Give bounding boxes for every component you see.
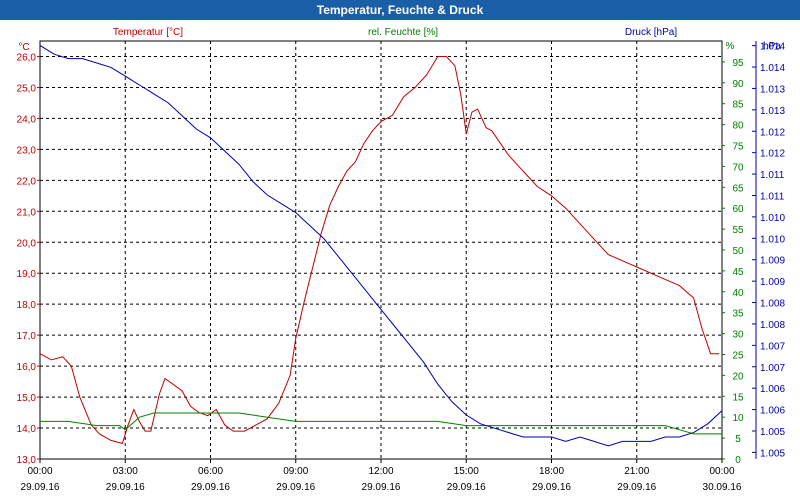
- hum-axis-label: rel. Feuchte [%]: [368, 27, 438, 38]
- press-tick-label: 1.011: [760, 191, 785, 202]
- x-tick-label-date: 29.09.16: [21, 482, 60, 493]
- temp-tick-label: 19,0: [17, 269, 37, 280]
- press-tick-label: 1.006: [760, 384, 785, 395]
- press-tick-label: 1.009: [760, 277, 785, 288]
- temp-tick-label: 21,0: [17, 207, 37, 218]
- series-line-druck: [39, 44, 723, 447]
- x-tick-label-date: 29.09.16: [191, 482, 230, 493]
- press-tick-label: 1.005: [760, 448, 785, 459]
- press-tick-label: 1.013: [760, 84, 785, 95]
- temp-tick-label: 26,0: [17, 52, 37, 63]
- press-tick-label: 1.008: [760, 299, 785, 310]
- hum-tick-label: 90: [732, 79, 744, 90]
- hum-tick-label: 75: [732, 142, 744, 153]
- hum-axis-unit: %: [726, 41, 735, 52]
- x-tick-label-time: 21:00: [624, 466, 649, 477]
- temp-tick-label: 20,0: [17, 238, 37, 249]
- press-tick-label: 1.007: [760, 363, 785, 374]
- temp-tick-label: 16,0: [17, 362, 37, 373]
- x-tick-label-date: 29.09.16: [362, 482, 401, 493]
- hum-tick-label: 65: [732, 183, 744, 194]
- hum-tick-label: 30: [732, 330, 744, 341]
- temp-tick-label: 25,0: [17, 83, 37, 94]
- x-tick-label-time: 18:00: [539, 466, 564, 477]
- temp-tick-label: 14,0: [17, 424, 37, 435]
- press-tick-label: 1.012: [760, 149, 785, 160]
- hum-tick-label: 15: [732, 392, 744, 403]
- press-tick-label: 1.013: [760, 106, 785, 117]
- hum-tick-label: 70: [732, 162, 744, 173]
- temp-tick-label: 23,0: [17, 145, 37, 156]
- x-tick-label-time: 12:00: [368, 466, 393, 477]
- temp-axis-unit: °C: [18, 42, 29, 53]
- temp-tick-label: 17,0: [17, 331, 37, 342]
- temp-tick-label: 22,0: [17, 176, 37, 187]
- press-tick-label: 1.006: [760, 406, 785, 417]
- hum-tick-label: 5: [735, 434, 741, 445]
- x-tick-label-time: 00:00: [709, 466, 734, 477]
- press-tick-label: 1.012: [760, 127, 785, 138]
- press-tick-label: 1.010: [760, 234, 785, 245]
- x-tick-label-time: 09:00: [283, 466, 308, 477]
- hum-tick-label: 60: [732, 204, 744, 215]
- x-tick-label-time: 15:00: [454, 466, 479, 477]
- temp-tick-label: 18,0: [17, 300, 37, 311]
- hum-tick-label: 85: [732, 100, 744, 111]
- temp-tick-label: 24,0: [17, 114, 37, 125]
- press-tick-label: 1.011: [760, 170, 785, 181]
- hum-tick-label: 80: [732, 121, 744, 132]
- hum-tick-label: 55: [732, 225, 744, 236]
- press-tick-label: 1.014: [760, 63, 785, 74]
- temp-tick-label: 15,0: [17, 393, 37, 404]
- press-tick-label: 1.007: [760, 341, 785, 352]
- hum-tick-label: 50: [732, 246, 744, 257]
- x-tick-label-date: 29.09.16: [532, 482, 571, 493]
- hum-tick-label: 10: [732, 413, 744, 424]
- press-tick-label: 1.005: [760, 427, 785, 438]
- x-tick-label-time: 03:00: [113, 466, 138, 477]
- x-tick-label-time: 00:00: [27, 466, 52, 477]
- press-tick-label: 1.008: [760, 320, 785, 331]
- x-tick-label-date: 29.09.16: [276, 482, 315, 493]
- series-line-feuchte: [40, 412, 722, 435]
- hum-tick-label: 35: [732, 309, 744, 320]
- chart-svg: 00:00 29.09.16 03:00 29.09.16 06:00 29.09.16 0…: [17, 27, 786, 493]
- x-tick-label-date: 29.09.16: [617, 482, 656, 493]
- x-tick-label-time: 06:00: [198, 466, 223, 477]
- hum-tick-label: 0: [735, 455, 741, 466]
- press-tick-label: 1.010: [760, 213, 785, 224]
- hum-tick-label: 95: [732, 58, 744, 69]
- hum-tick-label: 25: [732, 351, 744, 362]
- hum-tick-label: 20: [732, 371, 744, 382]
- series-line-temperatur: [39, 56, 720, 445]
- press-axis-unit: hPa: [763, 41, 781, 52]
- temp-tick-label: 13,0: [17, 455, 37, 466]
- press-axis-label: Druck [hPa]: [625, 27, 677, 38]
- x-tick-label-date: 30.09.16: [703, 482, 742, 493]
- press-tick-label: 1.014: [760, 42, 785, 53]
- chart-title: Temperatur, Feuchte & Druck: [0, 0, 800, 20]
- hum-tick-label: 40: [732, 288, 744, 299]
- hum-tick-label: 45: [732, 267, 744, 278]
- x-tick-label-date: 29.09.16: [447, 482, 486, 493]
- x-tick-label-date: 29.09.16: [106, 482, 145, 493]
- press-tick-label: 1.009: [760, 256, 785, 267]
- temp-axis-label: Temperatur [°C]: [113, 27, 183, 38]
